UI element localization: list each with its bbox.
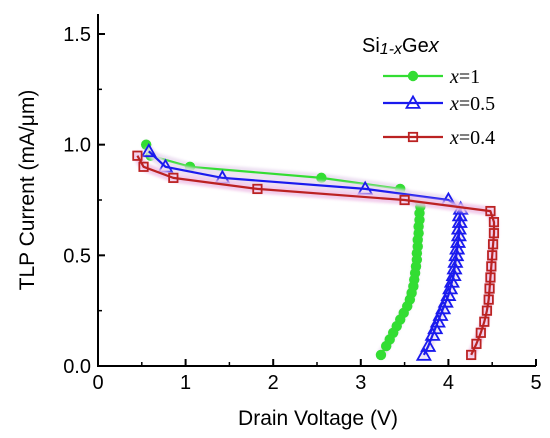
series-3 <box>132 150 500 361</box>
legend-value: =0.5 <box>459 93 495 115</box>
series-layer <box>132 139 500 361</box>
legend-label: x=0.5 <box>449 93 495 115</box>
data-point <box>479 316 490 327</box>
data-point <box>399 194 410 206</box>
legend-entry: x=0.4 <box>383 127 495 149</box>
legend: Si1-xGex x=1x=0.5x=0.4 <box>362 35 495 149</box>
data-point <box>485 205 496 217</box>
legend-title-si: Si <box>362 35 380 57</box>
x-tick-label: 3 <box>355 372 366 394</box>
data-point <box>483 294 494 305</box>
data-point <box>449 233 467 248</box>
data-point <box>451 213 468 228</box>
legend-title-x: x <box>428 35 440 57</box>
data-point <box>481 305 493 316</box>
legend-entry: x=1 <box>383 66 480 88</box>
data-point <box>375 349 387 361</box>
legend-value: =0.4 <box>459 127 495 149</box>
data-point <box>132 150 143 161</box>
data-point <box>485 272 496 283</box>
data-point <box>415 346 432 361</box>
data-point <box>420 337 437 352</box>
legend-label: x=1 <box>449 66 480 88</box>
data-point <box>447 253 464 268</box>
legend-var: x <box>449 93 459 115</box>
data-point <box>424 326 441 341</box>
y-tick-label: 1.5 <box>63 24 91 46</box>
legend-title-subscript: 1-x <box>380 41 403 58</box>
data-point <box>487 239 499 250</box>
legend-value: =1 <box>459 66 480 88</box>
data-point <box>316 172 327 184</box>
data-point <box>450 227 467 242</box>
data-point <box>488 217 500 228</box>
data-point <box>451 207 468 222</box>
x-tick-label: 4 <box>443 372 454 394</box>
x-axis-title: Drain Voltage (V) <box>238 407 398 430</box>
legend-swatch-marker <box>407 131 419 143</box>
series-line <box>136 155 496 356</box>
legend-label: x=0.4 <box>449 127 495 149</box>
data-point <box>168 172 179 183</box>
y-tick-label: 0.0 <box>63 356 91 378</box>
legend-entry: x=0.5 <box>383 93 495 115</box>
legend-swatch-marker <box>404 94 422 109</box>
legend-var: x <box>449 127 459 149</box>
data-point <box>488 228 500 239</box>
legend-title-ge: Ge <box>402 35 429 57</box>
data-point <box>466 349 477 361</box>
x-tick-label: 5 <box>530 372 541 394</box>
data-point <box>381 340 392 352</box>
data-point <box>448 247 465 262</box>
data-point <box>486 261 497 272</box>
axis-ticks: 0 1 2 3 4 5 0.0 0.5 1.0 1.5 <box>63 24 541 394</box>
data-point <box>475 327 486 338</box>
data-point <box>140 142 157 158</box>
legend-title: Si1-xGex <box>362 35 440 58</box>
legend-var: x <box>449 66 459 88</box>
y-axis-title: TLP Current (mA/μm) <box>16 90 39 291</box>
legend-rows: x=1x=0.5x=0.4 <box>383 66 495 149</box>
data-point <box>484 283 495 294</box>
data-point <box>252 183 263 195</box>
y-tick-label: 1.0 <box>63 135 91 157</box>
data-point <box>449 240 466 255</box>
data-point <box>450 220 467 235</box>
y-tick-label: 0.5 <box>63 245 91 267</box>
data-point <box>471 338 482 349</box>
legend-swatch-marker <box>407 70 419 82</box>
x-tick-label: 1 <box>180 372 191 394</box>
data-point <box>487 250 498 261</box>
x-tick-label: 2 <box>268 372 279 394</box>
x-tick-label: 0 <box>92 372 103 394</box>
data-point <box>446 260 463 275</box>
data-point <box>138 161 149 172</box>
